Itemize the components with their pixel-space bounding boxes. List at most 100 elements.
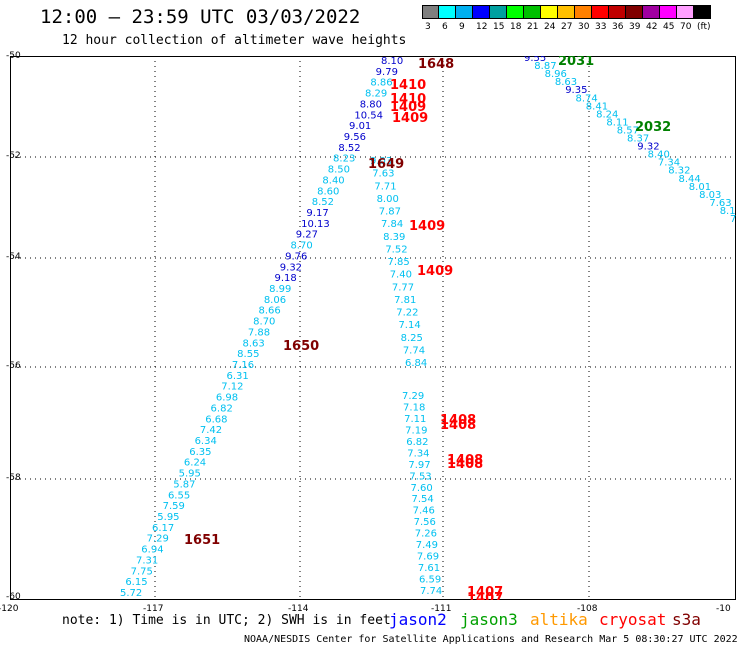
swh-value: 8.32 [668, 166, 690, 177]
scale-label: 30 [578, 22, 590, 32]
latitude-tick-label: -60 [6, 592, 21, 602]
swh-value: 9.32 [637, 142, 659, 153]
scale-swatch [643, 5, 660, 19]
swh-value: 8.96 [545, 69, 567, 80]
scale-swatch [575, 5, 592, 19]
swh-value: 8.70 [290, 241, 312, 252]
swh-value: 7.16 [232, 360, 254, 371]
swh-value: 8.87 [534, 61, 556, 72]
scale-swatch [626, 5, 643, 19]
scale-label: 3 [425, 22, 431, 32]
swh-value: 8.52 [312, 197, 334, 208]
scale-label: 21 [527, 22, 539, 32]
swh-value: 6.35 [189, 447, 211, 458]
swh-value: 10.13 [301, 219, 330, 230]
scale-label: 36 [612, 22, 624, 32]
scale-swatch [592, 5, 609, 19]
swh-value: 5.95 [179, 469, 201, 480]
latitude-tick-label: -50 [6, 51, 21, 61]
swh-value: 7.97 [408, 460, 430, 471]
plot-gridlines [10, 56, 736, 600]
swh-value: 8.25 [401, 333, 423, 344]
swh-value: 7.63 [709, 198, 731, 209]
swh-value: 7.56 [414, 517, 436, 528]
swh-value: 9.55 [524, 56, 546, 64]
swh-value: 7.74 [403, 345, 425, 356]
longitude-tick-label: -117 [143, 604, 164, 614]
swh-value: 8.55 [237, 349, 259, 360]
swh-value: 6.82 [211, 403, 233, 414]
scale-label: 33 [595, 22, 607, 32]
swh-value: 6.17 [152, 523, 174, 534]
swh-value: 7.74 [420, 586, 442, 597]
map-title: 12:00 – 23:59 UTC 03/03/2022 [40, 6, 361, 28]
satellite-legend-s3a: s3a [672, 610, 701, 629]
swh-value: 7.53 [409, 471, 431, 482]
swh-value: 7.42 [200, 425, 222, 436]
swh-value: 6.94 [141, 545, 163, 556]
pass-time-label: 1649 [368, 157, 404, 172]
scale-label: 15 [493, 22, 505, 32]
swh-value: 6.34 [195, 436, 217, 447]
satellite-legend-jason3: jason3 [460, 610, 518, 629]
latitude-tick-label: -52 [6, 151, 21, 161]
swh-value: 8.66 [258, 306, 280, 317]
latitude-tick-label: -58 [6, 473, 21, 483]
swh-value: 8.29 [365, 89, 387, 100]
swh-value: 7.88 [248, 327, 270, 338]
scale-swatch [609, 5, 626, 19]
swh-value: 8.40 [322, 175, 344, 186]
swh-value: 8.03 [699, 190, 721, 201]
swh-value: 7.71 [374, 181, 396, 192]
scale-label: 27 [561, 22, 573, 32]
wave-height-color-scale [422, 5, 711, 19]
satellite-legend-cryosat: cryosat [599, 610, 667, 629]
swh-value: 8.86 [370, 78, 392, 89]
swh-value: 5.87 [173, 479, 195, 490]
swh-value: 7.29 [402, 391, 424, 402]
pass-time-label: 1409 [392, 111, 428, 126]
longitude-tick-label: -114 [288, 604, 309, 614]
swh-value: 8.74 [576, 93, 598, 104]
scale-swatch [422, 5, 439, 19]
swh-value: 8.37 [627, 134, 649, 145]
swh-value: 5.72 [120, 588, 142, 599]
swh-value: 8.57 [617, 125, 639, 136]
scale-swatch [439, 5, 456, 19]
pass-time-label: 1409 [417, 264, 453, 279]
scale-swatch [677, 5, 694, 19]
swh-value: 7.61 [418, 563, 440, 574]
pass-time-label: 1408 [440, 413, 476, 428]
swh-value: 7.31 [136, 555, 158, 566]
swh-value: 7.85 [388, 257, 410, 268]
swh-value: 7.18 [403, 402, 425, 413]
swh-value: 7.49 [416, 540, 438, 551]
scale-label: 70 [680, 22, 692, 32]
footer-credit: NOAA/NESDIS Center for Satellite Applica… [244, 634, 738, 645]
swh-point-labels: 8.109.798.868.298.8010.549.019.568.528.2… [120, 56, 736, 599]
swh-value: 6.68 [205, 414, 227, 425]
swh-value: 7.29 [147, 534, 169, 545]
swh-value: 8.63 [243, 338, 265, 349]
swh-value: 7.11 [404, 414, 426, 425]
swh-value: 6.82 [406, 437, 428, 448]
swh-value: 6.55 [168, 490, 190, 501]
longitude-tick-label: -108 [577, 604, 598, 614]
swh-value: 8.50 [328, 165, 350, 176]
pass-time-label: 1650 [283, 339, 319, 354]
swh-value: 8.60 [317, 186, 339, 197]
scale-swatch [541, 5, 558, 19]
longitude-tick-label: -111 [431, 604, 452, 614]
swh-value: 7.14 [398, 320, 420, 331]
swh-value: 8.23 [333, 154, 355, 165]
swh-value: 7.87 [379, 207, 401, 218]
scale-label: 24 [544, 22, 556, 32]
swh-value: 8.40 [648, 150, 670, 161]
swh-value: 7.77 [392, 282, 414, 293]
swh-value: 8.41 [586, 101, 608, 112]
scale-swatch [490, 5, 507, 19]
swh-value: 7.69 [417, 552, 439, 563]
scale-label: 42 [646, 22, 658, 32]
scale-swatch [456, 5, 473, 19]
swh-value: 7. [730, 214, 736, 225]
